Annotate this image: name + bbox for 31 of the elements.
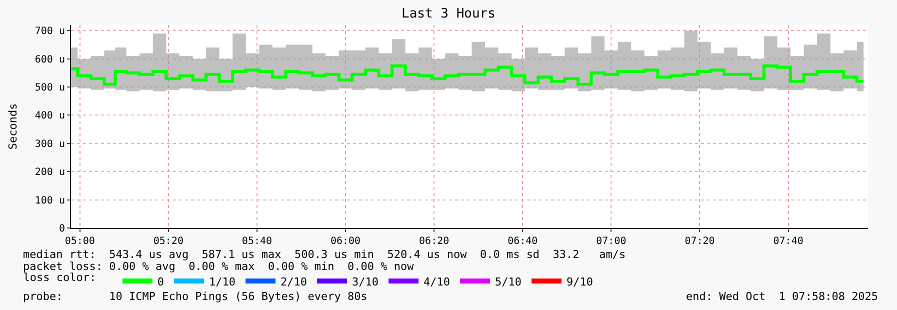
legend-label: 0 xyxy=(157,275,164,288)
x-tick-label: 07:20 xyxy=(684,236,715,247)
legend-label: 4/10 xyxy=(424,275,450,288)
y-tick-label: 400 u xyxy=(34,110,65,122)
legend-label: 9/10 xyxy=(566,275,594,288)
text: probe: 10 ICMP Echo Pings (56 Bytes) every 80s xyxy=(23,290,368,303)
y-tick-label: 500 u xyxy=(34,82,65,94)
y-tick-label: 600 u xyxy=(34,54,65,66)
x-tick-label: 05:00 xyxy=(64,236,95,247)
x-tick-label: 05:40 xyxy=(242,236,272,247)
y-tick-label: 200 u xyxy=(34,167,65,178)
legend-label: 2/10 xyxy=(280,275,308,288)
text: end: Wed Oct 1 07:58:08 2025 xyxy=(686,290,878,303)
legend-title: loss color: xyxy=(23,270,110,284)
x-tick-label: 06:40 xyxy=(508,236,538,247)
legend-label: 5/10 xyxy=(495,275,522,288)
x-tick-label: 06:00 xyxy=(330,236,361,247)
y-tick-label: 100 u xyxy=(34,195,65,206)
x-tick-label: 07:40 xyxy=(773,236,804,247)
x-tick-label: 05:20 xyxy=(153,236,184,247)
x-tick-label: 06:20 xyxy=(419,236,450,247)
legend-label: 1/10 xyxy=(209,275,236,288)
text: median rtt: 543.4 us avg 587.1 us max 500.3 us min 520.4 us now 0.0 ms sd 33.2 am/s xyxy=(23,248,626,261)
y-axis-title: Seconds xyxy=(6,103,20,150)
x-tick-label: 07:00 xyxy=(596,236,626,247)
y-tick-label: 300 u xyxy=(34,138,65,150)
chart-title: Last 3 Hours xyxy=(402,6,496,22)
text: packet loss: 0.00 % avg 0.00 % max 0.00 % min 0.00 % now xyxy=(23,260,414,273)
legend-label: 3/10 xyxy=(352,275,379,288)
y-tick-label: 700 u xyxy=(34,26,65,38)
y-tick-label: 0 xyxy=(58,224,65,234)
